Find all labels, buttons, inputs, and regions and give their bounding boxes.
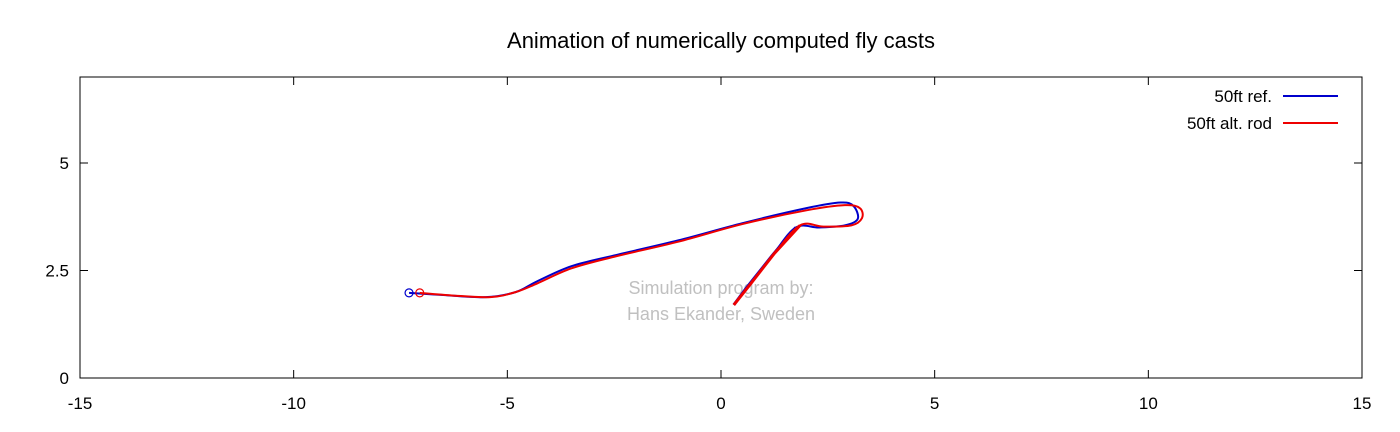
- y-tick-label: 2.5: [45, 262, 69, 281]
- watermark-annotation: Simulation program by: Hans Ekander, Swed…: [627, 278, 815, 324]
- y-tick-label: 5: [60, 154, 69, 173]
- series-layer: [404, 201, 864, 306]
- x-tick-label: -10: [281, 394, 306, 413]
- series-rod-1: [732, 224, 802, 306]
- watermark-line: Hans Ekander, Sweden: [627, 304, 815, 324]
- legend: 50ft ref. 50ft alt. rod: [1187, 87, 1338, 133]
- legend-label: 50ft ref.: [1214, 87, 1272, 106]
- y-tick-label: 0: [60, 369, 69, 388]
- plot-frame: [79, 76, 1363, 379]
- x-tick-label: 5: [930, 394, 939, 413]
- watermark-line: Simulation program by:: [628, 278, 813, 298]
- series-line-1: [419, 204, 864, 306]
- legend-label: 50ft alt. rod: [1187, 114, 1272, 133]
- series-end-marker-0: [404, 288, 414, 298]
- x-tick-label: 0: [716, 394, 725, 413]
- x-tick-label: 10: [1139, 394, 1158, 413]
- x-tick-label: -15: [68, 394, 93, 413]
- axis-ticks: -15 -10 -5 0 5 10 15 0 2.5 5: [45, 77, 1371, 413]
- chart-title: Animation of numerically computed fly ca…: [507, 28, 935, 53]
- x-tick-label: 15: [1353, 394, 1372, 413]
- x-tick-label: -5: [500, 394, 515, 413]
- series-end-marker-1: [415, 288, 425, 298]
